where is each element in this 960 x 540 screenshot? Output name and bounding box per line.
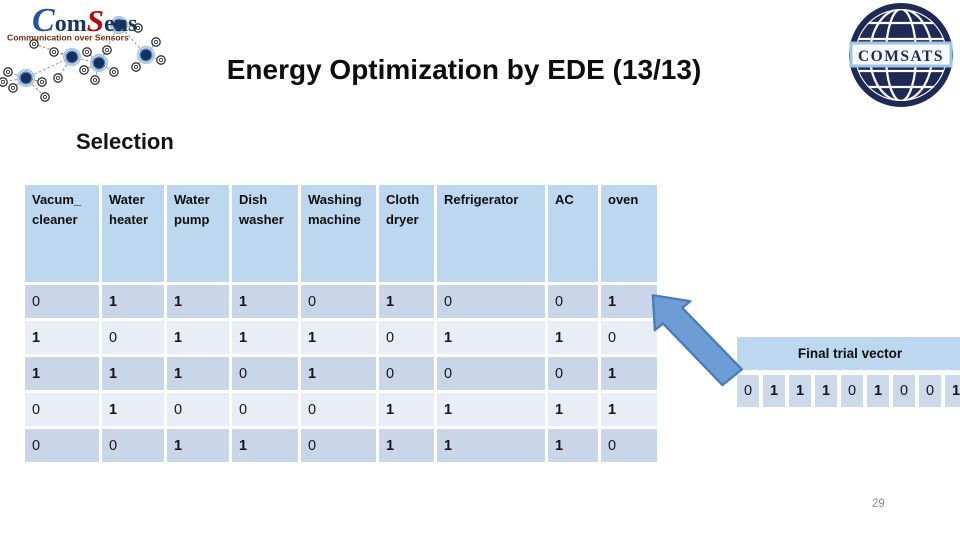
- column-header: oven: [601, 185, 657, 282]
- vector-cell: 1: [815, 375, 837, 407]
- table-cell: 0: [301, 429, 376, 462]
- vector-cell: 0: [737, 375, 759, 407]
- column-header: Water heater: [102, 185, 164, 282]
- table-cell: 0: [548, 285, 598, 318]
- table-cell: 0: [437, 285, 545, 318]
- comsens-tagline: Communication over Sensors: [7, 33, 129, 43]
- table-cell: 1: [232, 285, 298, 318]
- table-cell: 1: [25, 357, 99, 390]
- table-cell: 0: [301, 393, 376, 426]
- vector-cell: 0: [841, 375, 863, 407]
- pointer-arrow-icon: [651, 294, 744, 387]
- table-cell: 1: [601, 393, 657, 426]
- table-cell: 0: [548, 357, 598, 390]
- table-cell: 0: [232, 357, 298, 390]
- column-header: Washing machine: [301, 185, 376, 282]
- table-cell: 1: [167, 357, 229, 390]
- table-cell: 1: [601, 285, 657, 318]
- vector-cell: 0: [919, 375, 941, 407]
- table-cell: 1: [232, 321, 298, 354]
- page-number: 29: [872, 498, 885, 510]
- column-header: Vacum_ cleaner: [25, 185, 99, 282]
- vector-cell: 0: [893, 375, 915, 407]
- final-trial-vector-label: Final trial vector: [737, 337, 960, 370]
- table-cell: 0: [25, 393, 99, 426]
- table-cell: 0: [379, 357, 434, 390]
- table-cell: 0: [601, 429, 657, 462]
- table-cell: 1: [301, 357, 376, 390]
- table-cell: 0: [102, 321, 164, 354]
- column-header: AC: [548, 185, 598, 282]
- table-cell: 1: [301, 321, 376, 354]
- table-cell: 0: [25, 429, 99, 462]
- table-cell: 1: [601, 357, 657, 390]
- table-cell: 0: [601, 321, 657, 354]
- table-cell: 1: [167, 429, 229, 462]
- table-cell: 1: [548, 321, 598, 354]
- table-cell: 1: [437, 393, 545, 426]
- page-title: Energy Optimization by EDE (13/13): [226, 54, 702, 85]
- comsats-banner-label: COMSATS: [858, 48, 944, 65]
- vector-cell: 1: [867, 375, 889, 407]
- selection-table: Vacum_ cleaner Water heater Water pump Dish…: [22, 182, 660, 465]
- table-cell: 0: [437, 357, 545, 390]
- table-cell: 1: [379, 429, 434, 462]
- table-cell: 1: [102, 357, 164, 390]
- section-heading: Selection: [76, 129, 174, 154]
- table-cell: 0: [301, 285, 376, 318]
- table-cell: 0: [379, 321, 434, 354]
- column-header: Refrigerator: [437, 185, 545, 282]
- table-cell: 1: [167, 321, 229, 354]
- table-cell: 1: [25, 321, 99, 354]
- vector-cell: 1: [763, 375, 785, 407]
- table-cell: 1: [437, 429, 545, 462]
- table-cell: 0: [167, 393, 229, 426]
- table-cell: 0: [232, 393, 298, 426]
- column-header: Water pump: [167, 185, 229, 282]
- vector-cell: 1: [945, 375, 960, 407]
- table-cell: 1: [548, 393, 598, 426]
- comsens-logo: ComSens Communication over Sensors: [0, 2, 166, 102]
- table-cell: 1: [102, 393, 164, 426]
- table-header-row: Vacum_ cleaner Water heater Water pump Dish…: [25, 185, 657, 282]
- table-cell: 0: [25, 285, 99, 318]
- column-header: Dish washer: [232, 185, 298, 282]
- table-cell: 1: [167, 285, 229, 318]
- table-cell: 1: [102, 285, 164, 318]
- table-cell: 0: [102, 429, 164, 462]
- column-header: Cloth dryer: [379, 185, 434, 282]
- comsats-logo: COMSATS: [849, 3, 953, 107]
- table-cell: 1: [232, 429, 298, 462]
- comsens-wordmark: ComSens: [32, 2, 137, 39]
- comsats-banner: [849, 41, 953, 68]
- vector-cell: 1: [789, 375, 811, 407]
- table-cell: 1: [548, 429, 598, 462]
- table-cell: 1: [379, 393, 434, 426]
- table-cell: 1: [379, 285, 434, 318]
- table-cell: 1: [437, 321, 545, 354]
